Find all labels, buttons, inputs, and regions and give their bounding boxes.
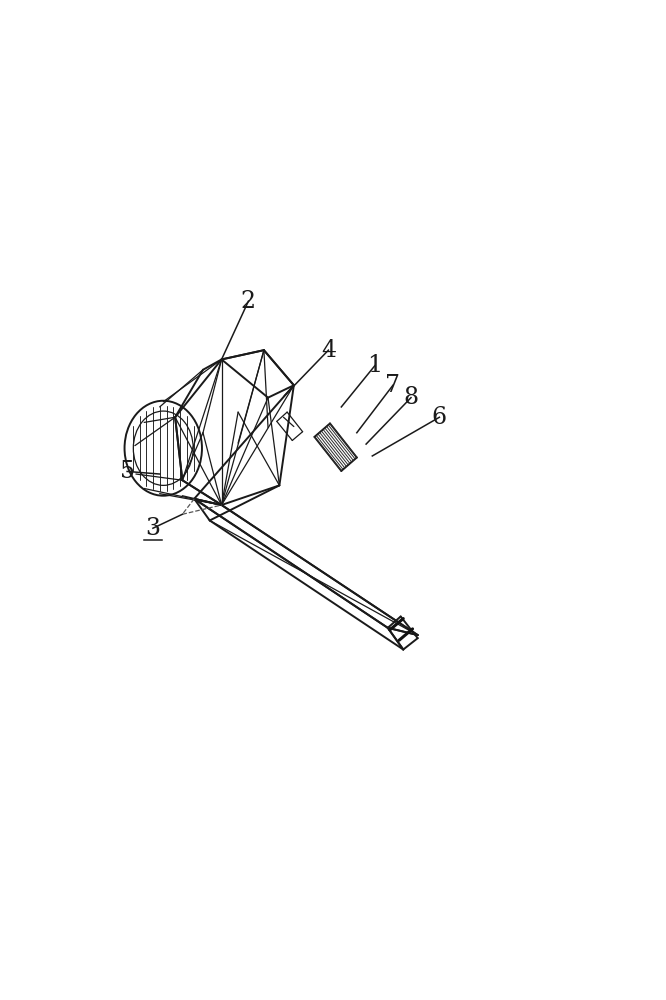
Text: 2: 2 (241, 290, 256, 313)
Text: 5: 5 (120, 460, 135, 483)
Text: 7: 7 (386, 374, 400, 397)
Text: 1: 1 (368, 354, 382, 377)
Text: 6: 6 (432, 406, 447, 429)
Text: 4: 4 (321, 339, 336, 362)
Text: 8: 8 (404, 386, 418, 409)
Text: 3: 3 (145, 517, 161, 540)
